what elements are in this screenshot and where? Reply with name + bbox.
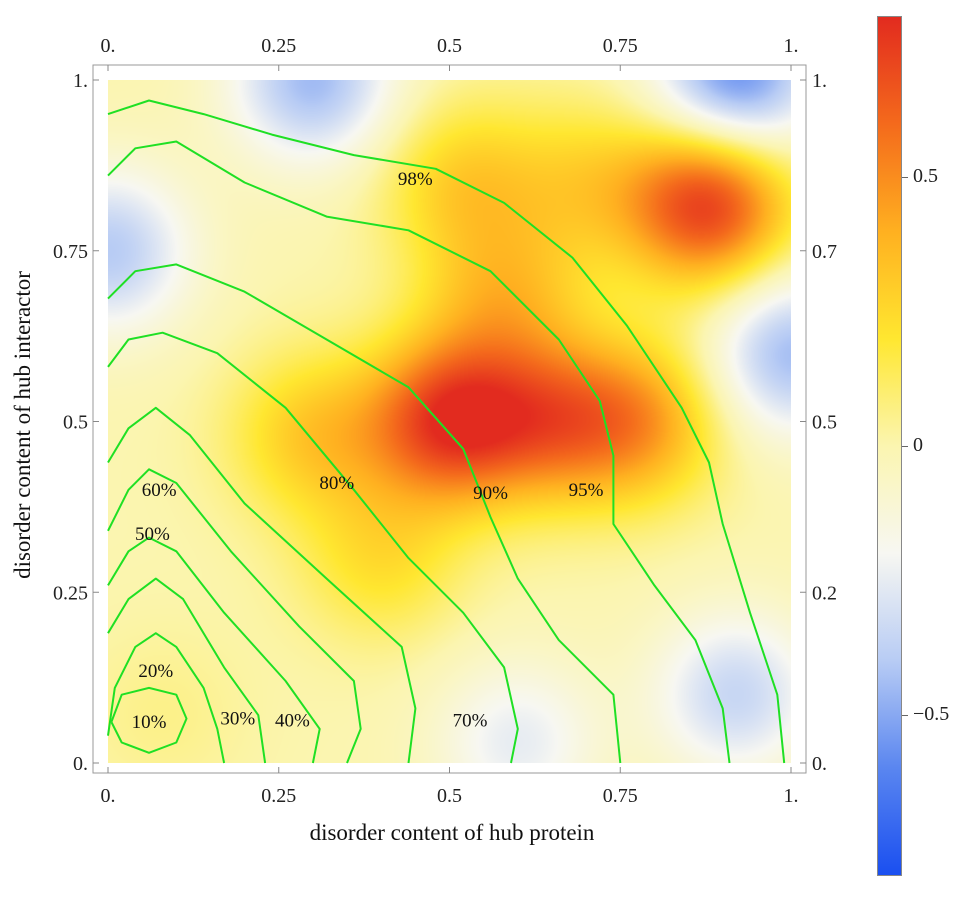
contour-label: 30% (220, 709, 255, 730)
contour-label: 40% (275, 711, 310, 732)
x-tick-label-bottom: 0.25 (261, 785, 296, 807)
contour-label: 90% (473, 483, 508, 504)
contour-line (110, 686, 188, 754)
contour-line (107, 99, 786, 764)
heatmap (108, 80, 791, 763)
colorbar-tick-label: 0.5 (913, 165, 938, 188)
contour-line (107, 140, 731, 764)
contour-label: 98% (398, 169, 433, 190)
contour-label: 70% (453, 711, 488, 732)
y-tick-label-right: 0.2 (812, 582, 837, 604)
contour-line (107, 468, 362, 764)
contour-line (107, 331, 519, 764)
contour-line (107, 577, 267, 764)
y-tick-label-right: 0. (812, 753, 827, 775)
y-tick-label-right: 0.5 (812, 412, 837, 434)
contour-label: 10% (132, 712, 167, 733)
y-tick-label-left: 0.25 (53, 582, 88, 604)
x-tick-label-bottom: 0.75 (603, 785, 638, 807)
x-tick-label-top: 0.5 (437, 35, 462, 57)
plot-frame (92, 64, 807, 774)
contour-line (107, 263, 622, 764)
colorbar (877, 16, 902, 876)
x-axis-title: disorder content of hub protein (310, 820, 595, 845)
contour-label: 60% (142, 480, 177, 501)
contour-label: 80% (319, 473, 354, 494)
y-tick-label-left: 0.5 (63, 412, 88, 434)
x-tick-label-bottom: 1. (784, 785, 799, 807)
contour-line (107, 632, 226, 764)
y-tick-label-left: 0. (73, 753, 88, 775)
colorbar-tick-mark (902, 714, 908, 716)
x-tick-label-top: 0. (101, 35, 116, 57)
x-tick-label-top: 0.25 (261, 35, 296, 57)
y-tick-label-right: 1. (812, 70, 827, 92)
contour-label: 95% (569, 480, 604, 501)
y-axis-title: disorder content of hub interactor (10, 271, 35, 579)
x-tick-label-bottom: 0.5 (437, 785, 462, 807)
contour-line (107, 406, 417, 764)
colorbar-tick-mark (902, 177, 908, 179)
colorbar-tick-label: −0.5 (913, 702, 950, 725)
x-tick-label-top: 0.75 (603, 35, 638, 57)
x-tick-label-top: 1. (784, 35, 799, 57)
y-tick-label-left: 1. (73, 70, 88, 92)
x-tick-label-bottom: 0. (101, 785, 116, 807)
y-tick-label-right: 0.7 (812, 241, 837, 263)
contour-label: 20% (138, 661, 173, 682)
contour-label: 50% (135, 524, 170, 545)
y-tick-label-left: 0.75 (53, 241, 88, 263)
colorbar-tick-label: 0 (913, 434, 923, 456)
contour-line (107, 536, 321, 764)
colorbar-tick-mark (902, 446, 908, 447)
